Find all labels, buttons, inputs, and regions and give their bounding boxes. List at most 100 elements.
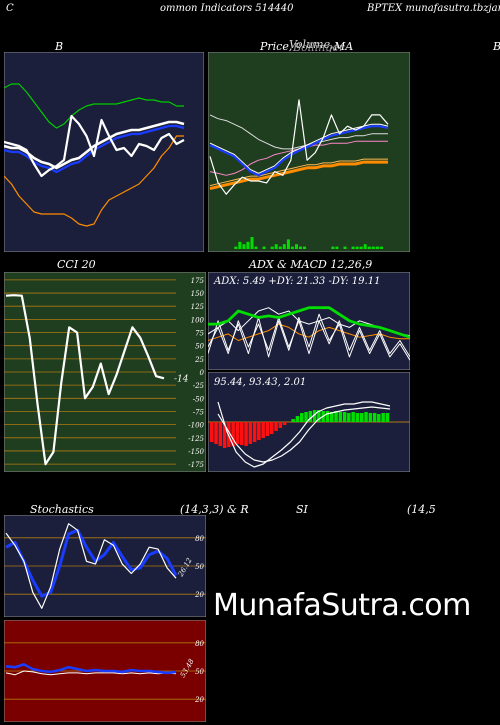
macd-histogram-bar [325, 411, 330, 422]
macd-histogram-bar [355, 413, 360, 422]
volume-bar [371, 246, 375, 249]
macd-histogram-bar [304, 412, 308, 422]
cut-title: B [493, 40, 500, 53]
adx-white-line-1 [208, 313, 410, 361]
ma-title: MA [334, 40, 354, 53]
macd-histogram-bar [295, 416, 300, 422]
price-plot [209, 99, 389, 249]
ma-orange-line [209, 160, 388, 191]
macd-histogram-bar [210, 422, 214, 442]
volume-bar [343, 246, 347, 249]
cci-tick-label: -75 [193, 408, 205, 416]
macd-histogram-bar [278, 422, 283, 428]
adx-panel: ADX: 5.49 +DY: 21.33 -DY: 19.11 [208, 272, 410, 370]
adx-white-line-2 [208, 317, 410, 358]
cci-tick-label: 100 [191, 316, 205, 324]
rsi-params: (14,5 [407, 503, 436, 516]
volume-bar [246, 241, 250, 249]
macd-panel: 95.44, 93.43, 2.01 [208, 372, 410, 472]
volume-bar [367, 246, 371, 249]
macd-histogram-bar [347, 413, 351, 422]
cci-tick-label: -175 [188, 461, 204, 469]
watermark: MunafaSutra.com [213, 588, 471, 623]
adx-macd-title: ADX & MACD 12,26,9 [249, 258, 373, 271]
bollinger-lower-band [4, 135, 184, 227]
macd-histogram-bar [338, 412, 343, 422]
mrsi-line [5, 670, 177, 676]
cci-tick-label: -50 [193, 395, 205, 403]
bollinger-plot [4, 83, 185, 227]
macd-histogram-bar [300, 413, 304, 422]
macd-histogram-bar [351, 412, 355, 422]
macd-histogram-bar [214, 422, 218, 444]
macd-histogram-bar [377, 414, 381, 422]
volume-bar [355, 246, 359, 249]
cci-tick-label: -125 [188, 435, 204, 443]
volume-bar [242, 244, 246, 249]
macd-label: 95.44, 93.43, 2.01 [214, 377, 306, 388]
ma-orange-line-2 [209, 158, 388, 187]
macd-histogram-bar [231, 422, 235, 446]
rsi-title: SI [296, 503, 308, 516]
bollinger-overlap-title: Bollinger [293, 41, 345, 54]
ma-long-line [209, 114, 388, 150]
volume-bar [335, 246, 339, 249]
volume-bar [290, 246, 294, 249]
cci-tick-label: 125 [191, 303, 205, 311]
macd-histogram-bar [334, 411, 338, 422]
cci-last-label: -14 [174, 374, 189, 384]
macd-histogram-bar [360, 413, 364, 422]
volume-bar [278, 246, 282, 249]
macd-histogram-bar [385, 413, 390, 422]
bollinger-title: B [55, 40, 64, 53]
bollinger-price-line [4, 114, 185, 178]
macd-histogram-bar [244, 422, 248, 446]
macd-histogram-bar [235, 422, 240, 444]
adx-line [208, 306, 410, 339]
volume-bar [331, 246, 335, 249]
volume-bar [286, 239, 290, 249]
volume-bar [375, 246, 379, 249]
macd-histogram-bar [274, 422, 278, 431]
stoch-params: (14,3,3) & R [180, 503, 249, 516]
volume-bar [363, 244, 367, 249]
adx-label: ADX: 5.49 +DY: 21.33 -DY: 19.11 [213, 276, 380, 287]
stoch-tick-label: 50 [195, 563, 204, 571]
volume-bar [234, 246, 238, 249]
header-center: ommon Indicators 514440 [160, 3, 294, 14]
macd-histogram-bar [368, 413, 373, 422]
macd-histogram-bar [252, 422, 257, 442]
macd-histogram-bar [291, 419, 295, 422]
cci-panel: 175 150 125 100 75 50 25 0 -25 -50 -75 -100 -125 -150… [4, 272, 206, 472]
macd-histogram-bar [248, 422, 253, 444]
macd-histogram-bar [372, 413, 377, 422]
rsi-tick-label: 80 [195, 640, 204, 648]
volume-bar [282, 244, 286, 249]
cci-tick-label: 75 [195, 330, 204, 338]
cci-title: CCI 20 [57, 258, 96, 271]
cci-tick-label: 175 [191, 277, 205, 285]
price-title: Price, [260, 40, 293, 53]
volume-bar [359, 246, 363, 249]
volume-bar [351, 246, 355, 249]
bollinger-upper-band [4, 83, 184, 129]
cci-tick-label: -25 [193, 382, 205, 390]
volume-title: Volume, [289, 38, 334, 51]
rsi-tick-label: 50 [195, 668, 204, 676]
macd-plot [208, 401, 410, 468]
bollinger-bg [4, 52, 204, 252]
bollinger-panel [4, 52, 204, 252]
volume-bar [303, 246, 306, 249]
ma-white-line [209, 123, 389, 174]
cci-line [5, 294, 165, 466]
cci-tick-label: 150 [191, 290, 205, 298]
macd-histogram-bar [257, 422, 261, 440]
macd-histogram-bar [261, 422, 265, 438]
macd-histogram-bar [312, 410, 317, 422]
volume-bar [274, 244, 278, 249]
cci-tick-label: -150 [188, 448, 204, 456]
